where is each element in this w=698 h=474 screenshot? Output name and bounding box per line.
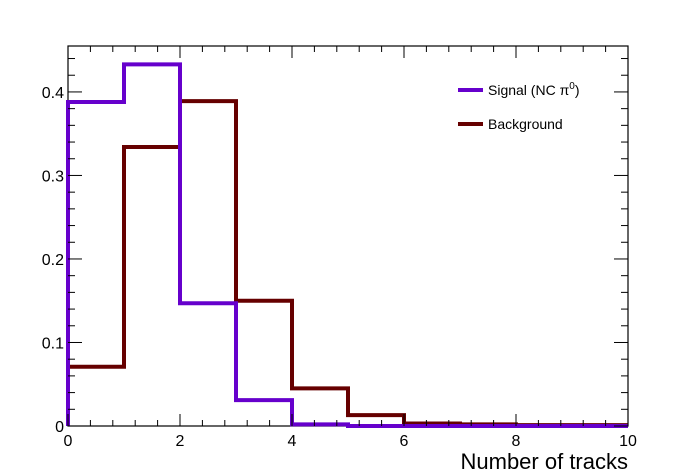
legend-label-signal: Signal (NC π0)	[488, 81, 579, 98]
y-tick-label: 0	[55, 419, 64, 436]
x-tick-label: 0	[64, 433, 73, 450]
axis-ticks-group	[67, 46, 629, 427]
legend-label-background: Background	[488, 116, 563, 132]
y-tick-label: 0.4	[42, 85, 64, 102]
x-axis-title: Number of tracks	[461, 449, 629, 474]
x-tick-label: 2	[176, 433, 185, 450]
plot-frame	[67, 45, 629, 427]
x-tick-label: 10	[619, 433, 637, 450]
series-group	[66, 62, 628, 428]
legend-label-signal-main: Signal (NC π	[488, 82, 570, 98]
histogram-line-signal	[66, 62, 628, 428]
plot-frame-group	[67, 45, 629, 427]
y-tick-label: 0.2	[42, 252, 64, 269]
x-tick-label: 4	[288, 433, 297, 450]
x-tick-labels: 0 2 4 6 8 10	[64, 433, 637, 450]
x-tick-label: 6	[400, 433, 409, 450]
y-tick-labels: 0 0.1 0.2 0.3 0.4	[42, 85, 64, 436]
legend: Signal (NC π0) Background	[458, 81, 579, 132]
y-tick-label: 0.3	[42, 168, 64, 185]
legend-label-signal-end: )	[575, 82, 580, 98]
x-tick-label: 8	[512, 433, 521, 450]
y-tick-label: 0.1	[42, 335, 64, 352]
legend-label-signal-sup: 0	[569, 81, 575, 92]
histogram-line-background	[66, 99, 628, 428]
